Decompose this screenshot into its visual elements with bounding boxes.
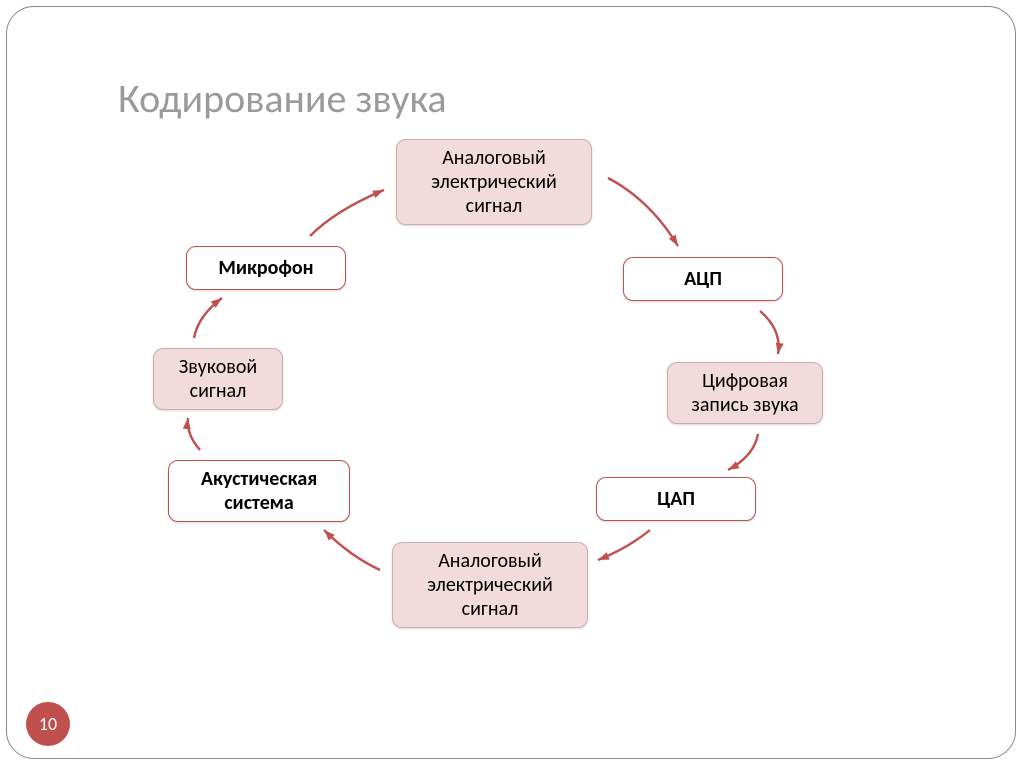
diagram-node-n5: Акустическаясистема	[168, 460, 350, 522]
node-label: Аналоговыйэлектрическийсигнал	[431, 146, 557, 218]
node-label: АЦП	[684, 267, 722, 291]
diagram-node-n6: Звуковойсигнал	[153, 348, 283, 410]
page-number: 10	[39, 713, 57, 735]
node-label: Микрофон	[218, 256, 313, 280]
diagram-node-n1: АЦП	[623, 257, 783, 301]
node-label: Аналоговыйэлектрическийсигнал	[427, 549, 553, 621]
diagram-node-n0: Аналоговыйэлектрическийсигнал	[396, 139, 592, 225]
page-title: Кодирование звука	[118, 74, 447, 123]
diagram-node-n3: ЦАП	[596, 477, 756, 521]
node-label: ЦАП	[657, 487, 695, 511]
diagram-node-n7: Микрофон	[186, 246, 346, 290]
diagram-node-n4: Аналоговыйэлектрическийсигнал	[392, 542, 588, 628]
node-label: Акустическаясистема	[201, 467, 317, 515]
page-number-badge: 10	[26, 702, 70, 746]
node-label: Звуковойсигнал	[179, 355, 258, 403]
diagram-node-n2: Цифроваязапись звука	[667, 362, 823, 424]
node-label: Цифроваязапись звука	[691, 369, 798, 417]
